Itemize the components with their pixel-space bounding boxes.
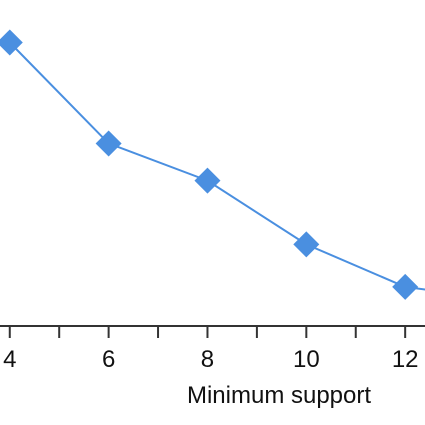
x-tick-label-10: 10 <box>293 346 320 373</box>
data-point-12 <box>392 273 419 300</box>
x-axis-ticks <box>8 326 407 338</box>
x-axis-title: Minimum support <box>187 382 371 409</box>
x-tick-label-4: 4 <box>3 346 16 373</box>
x-tick-label-6: 6 <box>102 346 115 373</box>
data-point-4 <box>0 29 23 56</box>
data-point-6 <box>95 130 122 157</box>
x-tick-label-8: 8 <box>201 346 214 373</box>
data-point-8 <box>194 167 221 194</box>
data-point-10 <box>293 231 320 258</box>
x-tick-label-12: 12 <box>392 346 419 373</box>
plot-area <box>0 29 425 300</box>
series-line-0 <box>9 41 425 291</box>
x-axis-tick-labels: 4 6 8 10 12 <box>3 346 418 373</box>
